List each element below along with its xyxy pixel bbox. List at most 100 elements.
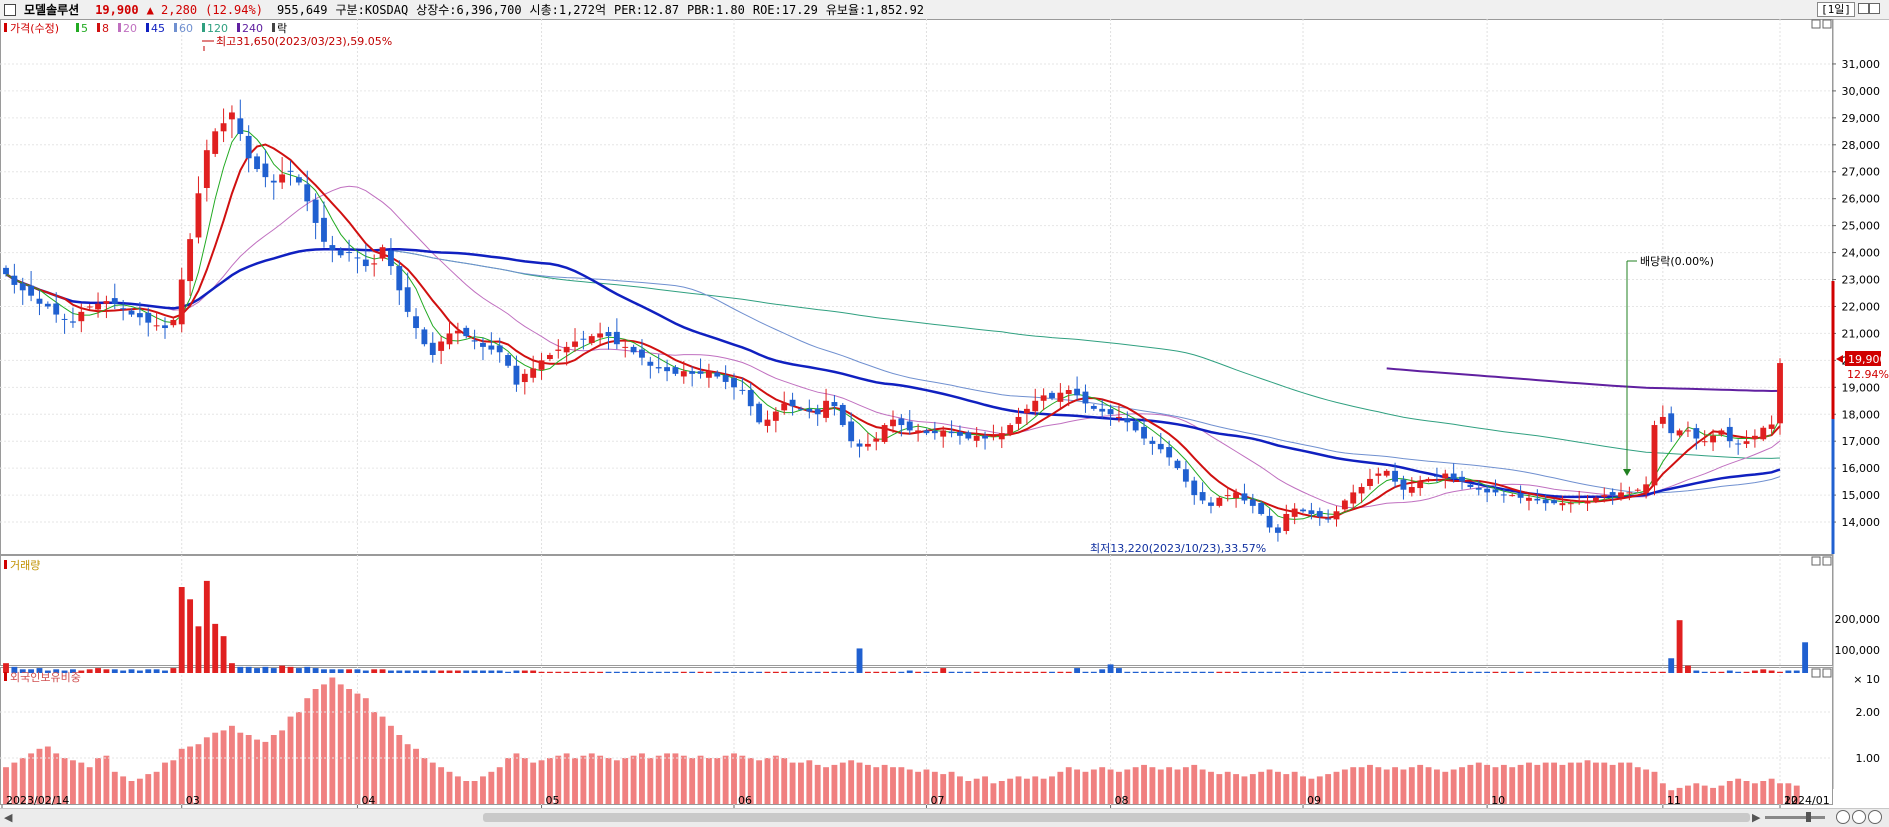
candle	[1224, 487, 1231, 502]
candle	[505, 352, 512, 368]
foreign-bar	[982, 776, 988, 804]
volume-bar	[1023, 671, 1030, 673]
volume-bar	[1124, 671, 1131, 673]
foreign-bar	[580, 755, 587, 804]
chart-scrollbar[interactable]: ◀ ▶	[0, 808, 1889, 827]
period-button[interactable]: [1일]	[1817, 2, 1855, 17]
zoom-out-icon[interactable]	[1852, 810, 1866, 824]
foreign-bar	[1609, 764, 1616, 804]
volume-bar	[572, 671, 578, 673]
foreign-bar	[1316, 776, 1323, 804]
volume-bar	[1701, 671, 1708, 673]
foreign-bar	[463, 781, 470, 804]
foreign-bar	[162, 762, 168, 804]
volume-bar	[1526, 671, 1532, 673]
foreign-bar	[1626, 762, 1633, 804]
foreign-bar	[1643, 769, 1650, 804]
stock-chart[interactable]: 31,000 30,000 29,000 28,000 27,000 26,000 25,0…	[0, 19, 1889, 809]
y-tick-label: 21,000	[1842, 327, 1881, 340]
scroll-left-icon[interactable]: ◀	[4, 811, 13, 824]
foreign-bar	[1551, 762, 1557, 804]
candle	[379, 244, 386, 262]
candle	[622, 339, 629, 358]
volume-bar	[747, 671, 754, 673]
foreign-bar	[128, 781, 135, 804]
foreign-bar	[1584, 760, 1591, 804]
legend-ma-240: 240	[242, 22, 263, 35]
volume-bar	[580, 671, 587, 673]
foreign-bar	[1266, 769, 1273, 804]
moving-average-lines	[5, 129, 1781, 520]
foreign-minimize-icon[interactable]	[1811, 668, 1821, 678]
volume-bar	[413, 670, 419, 673]
foreign-bar	[756, 760, 763, 804]
last-price-label: 19,900	[1848, 353, 1887, 366]
zoom-in-icon[interactable]	[1836, 810, 1850, 824]
foreign-bar	[940, 774, 947, 804]
volume-bar	[898, 671, 905, 673]
candle	[1157, 432, 1164, 454]
candle	[1601, 487, 1608, 503]
volume-bar	[940, 668, 947, 673]
candle	[530, 355, 537, 383]
foreign-close-icon[interactable]	[1822, 668, 1832, 678]
panel-checkbox[interactable]	[4, 3, 16, 16]
foreign-bar	[1141, 764, 1147, 804]
panel-minimize-icon[interactable]	[1811, 19, 1821, 29]
volume-bar	[162, 670, 168, 673]
candle	[1484, 484, 1491, 503]
volume-bar	[1141, 671, 1147, 673]
scroll-thumb[interactable]	[483, 813, 1750, 822]
volume-bar	[237, 666, 244, 673]
foreign-bar	[312, 689, 319, 804]
foreign-bar	[1400, 769, 1407, 804]
ma-240-line	[1386, 367, 1781, 393]
volume-bar	[756, 671, 763, 673]
foreign-bar	[1308, 778, 1315, 804]
stock-name[interactable]: 모델솔루션	[24, 3, 80, 17]
foreign-bar	[78, 762, 85, 804]
candle	[220, 108, 227, 143]
foreign-bar	[1417, 764, 1424, 804]
volume-bar	[982, 671, 988, 673]
y-tick-label: 14,000	[1842, 516, 1881, 529]
candle	[1383, 469, 1390, 478]
foreign-bar	[220, 730, 227, 804]
candle	[1417, 475, 1424, 496]
legend-ma-8: 8	[102, 22, 109, 35]
volume-close-icon[interactable]	[1822, 556, 1832, 566]
foreign-bar	[454, 776, 461, 804]
volume-bar	[1300, 671, 1306, 673]
legend-ma-marker	[202, 23, 205, 32]
candle	[312, 193, 319, 240]
volume-minimize-icon[interactable]	[1811, 556, 1821, 566]
scroll-right-icon[interactable]: ▶	[1752, 811, 1761, 824]
volume-bar	[337, 669, 344, 673]
volume-bar	[1132, 671, 1139, 673]
legend-ma-5: 5	[81, 22, 88, 35]
window-close-icon[interactable]	[1869, 3, 1880, 14]
window-restore-icon[interactable]	[1858, 3, 1869, 14]
volume-bar	[1224, 671, 1231, 673]
foreign-bar	[270, 735, 277, 804]
foreign-bar	[731, 753, 737, 804]
candle	[1467, 483, 1474, 489]
candle	[1090, 403, 1097, 411]
zoom-reset-icon[interactable]	[1868, 810, 1882, 824]
candle	[664, 359, 670, 382]
foreign-bar	[747, 758, 754, 804]
candle	[496, 337, 503, 363]
volume-bar	[1166, 671, 1173, 673]
foreign-bar	[864, 764, 871, 804]
candle	[1668, 406, 1675, 442]
pbr-value: PBR:1.80	[687, 2, 745, 17]
zoom-slider[interactable]	[1765, 816, 1825, 819]
panel-close-icon[interactable]	[1822, 19, 1832, 29]
volume-bar	[563, 671, 570, 673]
low-annotation: 최저13,220(2023/10/23),33.57%	[1090, 542, 1266, 555]
zoom-slider-knob[interactable]	[1806, 812, 1811, 822]
dividend-label: 배당락(0.00%)	[1640, 255, 1714, 268]
candle	[1693, 423, 1700, 450]
foreign-bar	[1208, 771, 1214, 804]
